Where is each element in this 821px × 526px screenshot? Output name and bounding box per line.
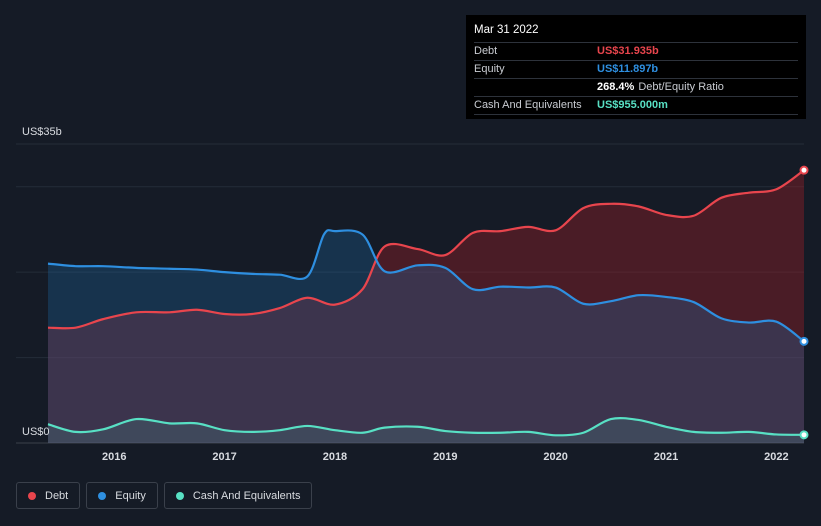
x-tick-label: 2022 (764, 451, 788, 463)
y-axis-bottom-label: US$0 (22, 426, 50, 438)
legend-dot-icon (28, 491, 36, 500)
x-axis-ticks: 2016 2017 2018 2019 2020 2021 2022 (102, 451, 789, 463)
legend-item-equity[interactable]: Equity (86, 482, 158, 509)
tooltip-value: US$31.935b (597, 45, 659, 57)
tooltip-row-ratio: 268.4% Debt/Equity Ratio (474, 78, 798, 96)
x-tick-label: 2019 (433, 451, 457, 463)
tooltip-suffix: Debt/Equity Ratio (638, 81, 724, 93)
tooltip-row-cash: Cash And Equivalents US$955.000m (474, 96, 798, 115)
endpoint-cash-and-equivalents (799, 430, 809, 440)
legend-item-cash[interactable]: Cash And Equivalents (163, 482, 313, 509)
y-axis-top-label: US$35b (22, 126, 62, 138)
series-endpoints (799, 165, 809, 440)
area-equity (48, 230, 804, 443)
x-tick-label: 2016 (102, 451, 126, 463)
tooltip-label (474, 79, 597, 96)
x-tick-label: 2017 (212, 451, 236, 463)
series-lines (47, 169, 805, 437)
tooltip-row-debt: Debt US$31.935b (474, 42, 798, 60)
x-tick-label: 2018 (323, 451, 347, 463)
legend-item-debt[interactable]: Debt (16, 482, 81, 509)
tooltip-label: Cash And Equivalents (474, 99, 582, 111)
tooltip-value: US$11.897b (597, 63, 659, 75)
tooltip-label: Equity (474, 63, 505, 75)
legend-dot-icon (98, 491, 107, 500)
x-tick-label: 2020 (543, 451, 567, 463)
legend: Debt Equity Cash And Equivalents (16, 482, 313, 509)
tooltip-panel: Mar 31 2022 Debt US$31.935b Equity US$11… (466, 15, 806, 119)
area-debt (48, 170, 804, 444)
legend-label: Equity (115, 489, 146, 502)
tooltip-date: Mar 31 2022 (474, 24, 539, 36)
tooltip-value: 268.4% (597, 81, 635, 93)
grid (16, 143, 804, 444)
series-areas (48, 170, 804, 444)
tooltip-row-equity: Equity US$11.897b (474, 60, 798, 78)
x-tick-label: 2021 (654, 451, 678, 463)
area-cash-and-equivalents (48, 418, 804, 443)
endpoint-equity (799, 336, 809, 346)
legend-label: Debt (45, 489, 69, 502)
legend-label: Cash And Equivalents (192, 489, 301, 502)
line-equity (47, 229, 805, 343)
legend-dot-icon (175, 491, 184, 500)
tooltip-label: Debt (474, 45, 498, 57)
line-cash-and-equivalents (47, 417, 805, 437)
tooltip-value: US$955.000m (597, 99, 668, 111)
endpoint-debt (799, 165, 809, 175)
line-debt (47, 169, 805, 330)
